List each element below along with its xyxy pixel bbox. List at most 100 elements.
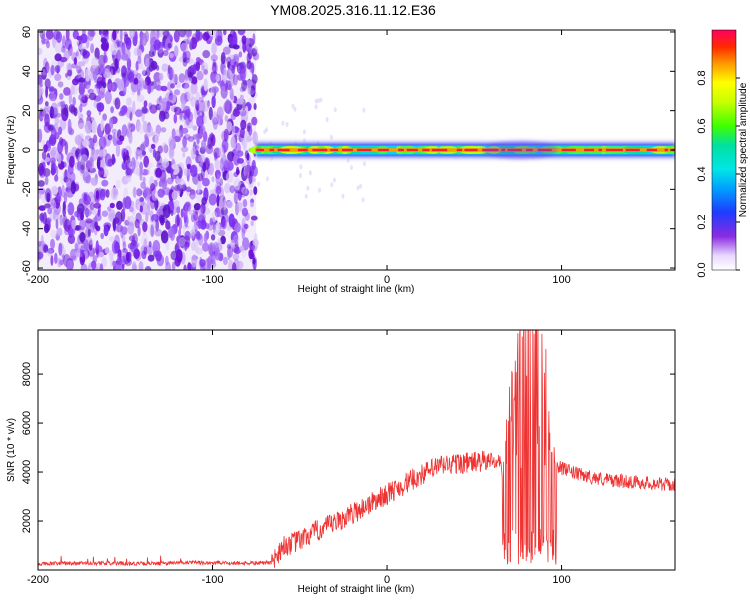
noise-speck: [137, 55, 142, 65]
noise-speck: [361, 197, 365, 203]
noise-speck: [54, 252, 58, 264]
noise-speck: [154, 228, 163, 237]
noise-speck: [125, 37, 132, 47]
noise-speck: [113, 58, 119, 67]
noise-region: [38, 30, 366, 270]
noise-speck: [38, 74, 43, 85]
noise-speck: [135, 152, 139, 160]
noise-speck: [207, 259, 211, 270]
noise-speck: [80, 245, 84, 258]
noise-speck: [223, 199, 227, 211]
noise-speck: [51, 185, 59, 195]
noise-speck: [184, 213, 189, 228]
noise-speck: [173, 30, 180, 43]
noise-speck: [80, 48, 87, 56]
noise-speck: [80, 96, 88, 107]
noise-speck: [131, 204, 136, 216]
noise-speck: [281, 120, 285, 126]
noise-speck: [314, 98, 318, 104]
noise-speck: [333, 177, 336, 183]
noise-speck: [60, 45, 66, 53]
noise-speck: [70, 85, 75, 95]
signal-core-red: [297, 148, 308, 152]
noise-speck: [47, 248, 55, 254]
noise-speck: [160, 176, 168, 188]
noise-speck: [211, 95, 216, 109]
noise-speck: [170, 196, 174, 208]
noise-speck: [169, 52, 174, 59]
noise-speck: [195, 238, 199, 252]
noise-speck: [43, 144, 48, 153]
noise-speck: [232, 253, 240, 261]
noise-speck: [211, 176, 215, 183]
noise-speck: [59, 93, 64, 100]
noise-speck: [130, 240, 138, 253]
noise-speck: [203, 69, 208, 75]
noise-speck: [127, 168, 134, 174]
noise-speck: [212, 62, 217, 74]
noise-speck: [69, 48, 74, 59]
colorbar-gradient: [711, 29, 737, 271]
noise-speck: [219, 146, 224, 159]
noise-speck: [66, 259, 73, 270]
noise-speck: [183, 168, 190, 177]
noise-speck: [226, 56, 232, 64]
noise-speck: [182, 58, 188, 67]
noise-speck: [137, 204, 141, 211]
noise-speck: [299, 173, 302, 179]
noise-speck: [183, 235, 191, 250]
noise-speck: [185, 201, 191, 207]
noise-speck: [203, 78, 208, 92]
noise-speck: [252, 33, 256, 45]
noise-speck: [220, 235, 226, 245]
noise-speck: [195, 232, 203, 241]
noise-speck: [96, 156, 101, 170]
noise-speck: [42, 212, 47, 225]
noise-speck: [45, 217, 52, 224]
noise-speck: [325, 117, 329, 123]
noise-speck: [101, 256, 107, 268]
noise-speck: [314, 104, 318, 110]
noise-speck: [156, 30, 160, 39]
noise-speck: [233, 61, 239, 68]
noise-speck: [139, 197, 145, 203]
noise-speck: [99, 188, 106, 201]
noise-speck: [241, 186, 248, 195]
noise-speck: [192, 134, 198, 140]
noise-speck: [189, 164, 198, 177]
noise-speck: [209, 252, 213, 259]
noise-speck: [211, 75, 216, 84]
noise-speck: [145, 212, 149, 223]
noise-speck: [189, 39, 193, 49]
noise-speck: [212, 221, 216, 234]
noise-speck: [137, 226, 141, 237]
noise-speck: [48, 86, 55, 92]
noise-speck: [93, 202, 102, 209]
noise-speck: [116, 200, 123, 210]
noise-speck: [189, 64, 197, 73]
noise-speck: [88, 239, 93, 251]
noise-speck: [149, 30, 157, 44]
noise-speck: [150, 44, 155, 53]
noise-speck: [54, 39, 63, 54]
noise-speck: [228, 213, 235, 228]
noise-speck: [47, 124, 54, 131]
noise-speck: [228, 36, 235, 45]
noise-speck: [79, 103, 83, 113]
noise-speck: [98, 251, 105, 258]
noise-speck: [119, 30, 123, 42]
noise-speck: [218, 80, 226, 87]
noise-speck: [175, 129, 182, 137]
noise-speck: [85, 218, 93, 224]
x-tick-label: 100: [552, 274, 570, 286]
noise-speck: [350, 165, 353, 171]
noise-speck: [78, 83, 85, 96]
noise-speck: [129, 206, 134, 213]
noise-speck: [77, 160, 81, 171]
noise-speck: [143, 155, 150, 168]
noise-speck: [183, 114, 188, 120]
noise-speck: [192, 141, 197, 155]
noise-speck: [160, 230, 169, 244]
noise-speck: [96, 248, 100, 259]
